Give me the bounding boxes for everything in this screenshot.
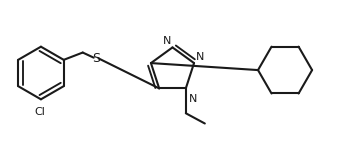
Text: Cl: Cl: [34, 107, 45, 117]
Text: S: S: [92, 52, 100, 65]
Text: N: N: [162, 36, 171, 46]
Text: N: N: [196, 52, 204, 62]
Text: N: N: [189, 94, 197, 104]
